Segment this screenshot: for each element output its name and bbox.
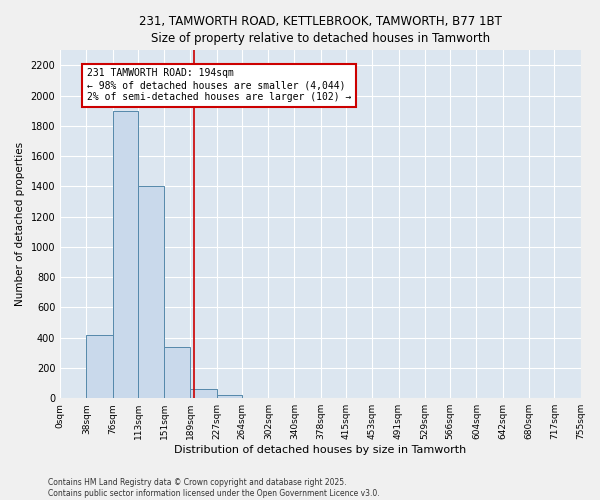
Text: 231 TAMWORTH ROAD: 194sqm
← 98% of detached houses are smaller (4,044)
2% of sem: 231 TAMWORTH ROAD: 194sqm ← 98% of detac…	[87, 68, 352, 102]
Title: 231, TAMWORTH ROAD, KETTLEBROOK, TAMWORTH, B77 1BT
Size of property relative to : 231, TAMWORTH ROAD, KETTLEBROOK, TAMWORT…	[139, 15, 502, 45]
Bar	[217, 395, 242, 398]
Text: Contains HM Land Registry data © Crown copyright and database right 2025.
Contai: Contains HM Land Registry data © Crown c…	[48, 478, 380, 498]
Bar	[113, 111, 138, 398]
Bar	[138, 186, 164, 398]
X-axis label: Distribution of detached houses by size in Tamworth: Distribution of detached houses by size …	[174, 445, 466, 455]
Bar	[164, 347, 190, 398]
Bar	[86, 334, 113, 398]
Bar	[190, 389, 217, 398]
Y-axis label: Number of detached properties: Number of detached properties	[15, 142, 25, 306]
